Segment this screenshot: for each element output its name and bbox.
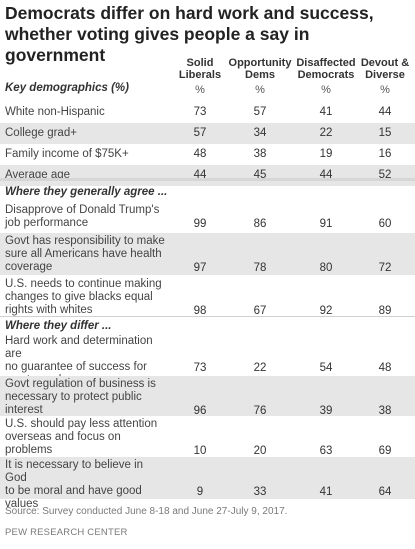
data-label: 19 bbox=[319, 148, 333, 160]
data-label: 97 bbox=[193, 262, 207, 274]
data-label: 39 bbox=[319, 405, 333, 417]
chart-title: Democrats differ on hard work and succes… bbox=[5, 3, 374, 65]
data-label: 80 bbox=[319, 262, 333, 274]
data-label: 91 bbox=[319, 217, 333, 230]
data-label: 64 bbox=[378, 486, 392, 498]
percent-label: % bbox=[321, 84, 331, 96]
data-label: 48 bbox=[193, 148, 207, 160]
section-separator bbox=[0, 316, 415, 317]
column-header: Devout & Diverse bbox=[360, 57, 410, 81]
row-label: Govt has responsibility to make sure all … bbox=[5, 235, 165, 273]
row-band bbox=[0, 233, 415, 275]
data-label: 41 bbox=[319, 106, 333, 118]
percent-label: % bbox=[195, 84, 205, 96]
row-label: College grad+ bbox=[5, 127, 77, 139]
data-label: 99 bbox=[193, 217, 207, 230]
percent-label: % bbox=[255, 84, 265, 96]
row-label: Family income of $75K+ bbox=[5, 148, 129, 160]
credit-line: PEW RESEARCH CENTER bbox=[5, 527, 128, 538]
column-header: Disaffected Democrats bbox=[296, 57, 356, 81]
data-label: 10 bbox=[193, 445, 207, 457]
data-label: 89 bbox=[378, 305, 392, 317]
data-label: 76 bbox=[253, 405, 267, 417]
section-separator bbox=[0, 178, 415, 181]
data-label: 86 bbox=[253, 217, 267, 230]
data-label: 22 bbox=[253, 362, 267, 374]
data-label: 54 bbox=[319, 362, 333, 374]
data-label: 57 bbox=[193, 127, 207, 139]
row-label: U.S. needs to continue making changes to … bbox=[5, 278, 162, 316]
data-label: 78 bbox=[253, 262, 267, 274]
row-label: White non-Hispanic bbox=[5, 106, 105, 118]
data-label: 96 bbox=[193, 405, 207, 417]
row-label: Govt regulation of business is necessary … bbox=[5, 378, 156, 416]
data-label: 44 bbox=[378, 106, 392, 118]
data-label: 57 bbox=[253, 106, 267, 118]
column-header: Solid Liberals bbox=[178, 57, 222, 81]
data-label: 22 bbox=[319, 127, 333, 139]
data-label: 73 bbox=[193, 106, 207, 118]
data-label: 20 bbox=[253, 445, 267, 457]
data-label: 60 bbox=[378, 217, 392, 230]
row-band bbox=[0, 376, 415, 416]
row-label: Disapprove of Donald Trump's job performa… bbox=[5, 204, 160, 229]
column-header: Opportunity Dems bbox=[228, 57, 292, 81]
data-label: 38 bbox=[253, 148, 267, 160]
data-label: 92 bbox=[319, 305, 333, 317]
data-label: 33 bbox=[253, 486, 267, 498]
data-label: 63 bbox=[319, 445, 333, 457]
data-label: 48 bbox=[378, 362, 392, 374]
data-label: 73 bbox=[193, 362, 207, 374]
section-header: Key demographics (%) bbox=[5, 82, 129, 94]
data-label: 69 bbox=[378, 445, 392, 457]
row-label: It is necessary to believe in God to be m… bbox=[5, 459, 144, 510]
data-label: 41 bbox=[319, 486, 333, 498]
data-label: 15 bbox=[378, 127, 392, 139]
data-label: 16 bbox=[378, 148, 392, 160]
data-label: 9 bbox=[196, 486, 204, 498]
source-note: Source: Survey conducted June 8-18 and J… bbox=[5, 506, 288, 517]
data-label: 38 bbox=[378, 405, 392, 417]
section-header: Where they generally agree ... bbox=[5, 186, 168, 198]
row-band bbox=[0, 123, 415, 144]
data-label: 67 bbox=[253, 305, 267, 317]
data-label: 34 bbox=[253, 127, 267, 139]
data-label: 98 bbox=[193, 305, 207, 317]
row-band bbox=[0, 457, 415, 499]
section-header: Where they differ ... bbox=[5, 320, 112, 332]
percent-label: % bbox=[380, 84, 390, 96]
data-label: 72 bbox=[378, 262, 392, 274]
